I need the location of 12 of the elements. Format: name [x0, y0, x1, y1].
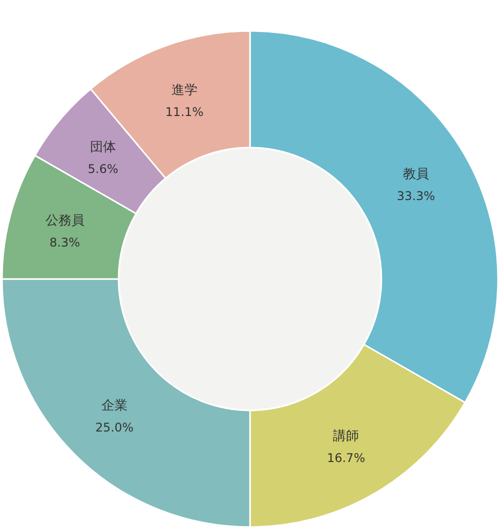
data-label: 25.0% — [95, 420, 134, 435]
slice-label: 企業 — [101, 398, 128, 414]
data-label: 16.7% — [326, 450, 366, 465]
slice-label: 教員 — [402, 166, 429, 182]
data-label: 8.3% — [50, 236, 80, 250]
data-label: 33.3% — [396, 188, 435, 203]
data-label: 5.6% — [88, 162, 118, 176]
slice-label: 講師 — [333, 428, 360, 444]
data-label: 11.1% — [165, 104, 204, 119]
slice-label: 公務員 — [45, 214, 84, 229]
slice-label: 団体 — [90, 140, 116, 155]
slice-label: 進学 — [171, 82, 198, 98]
